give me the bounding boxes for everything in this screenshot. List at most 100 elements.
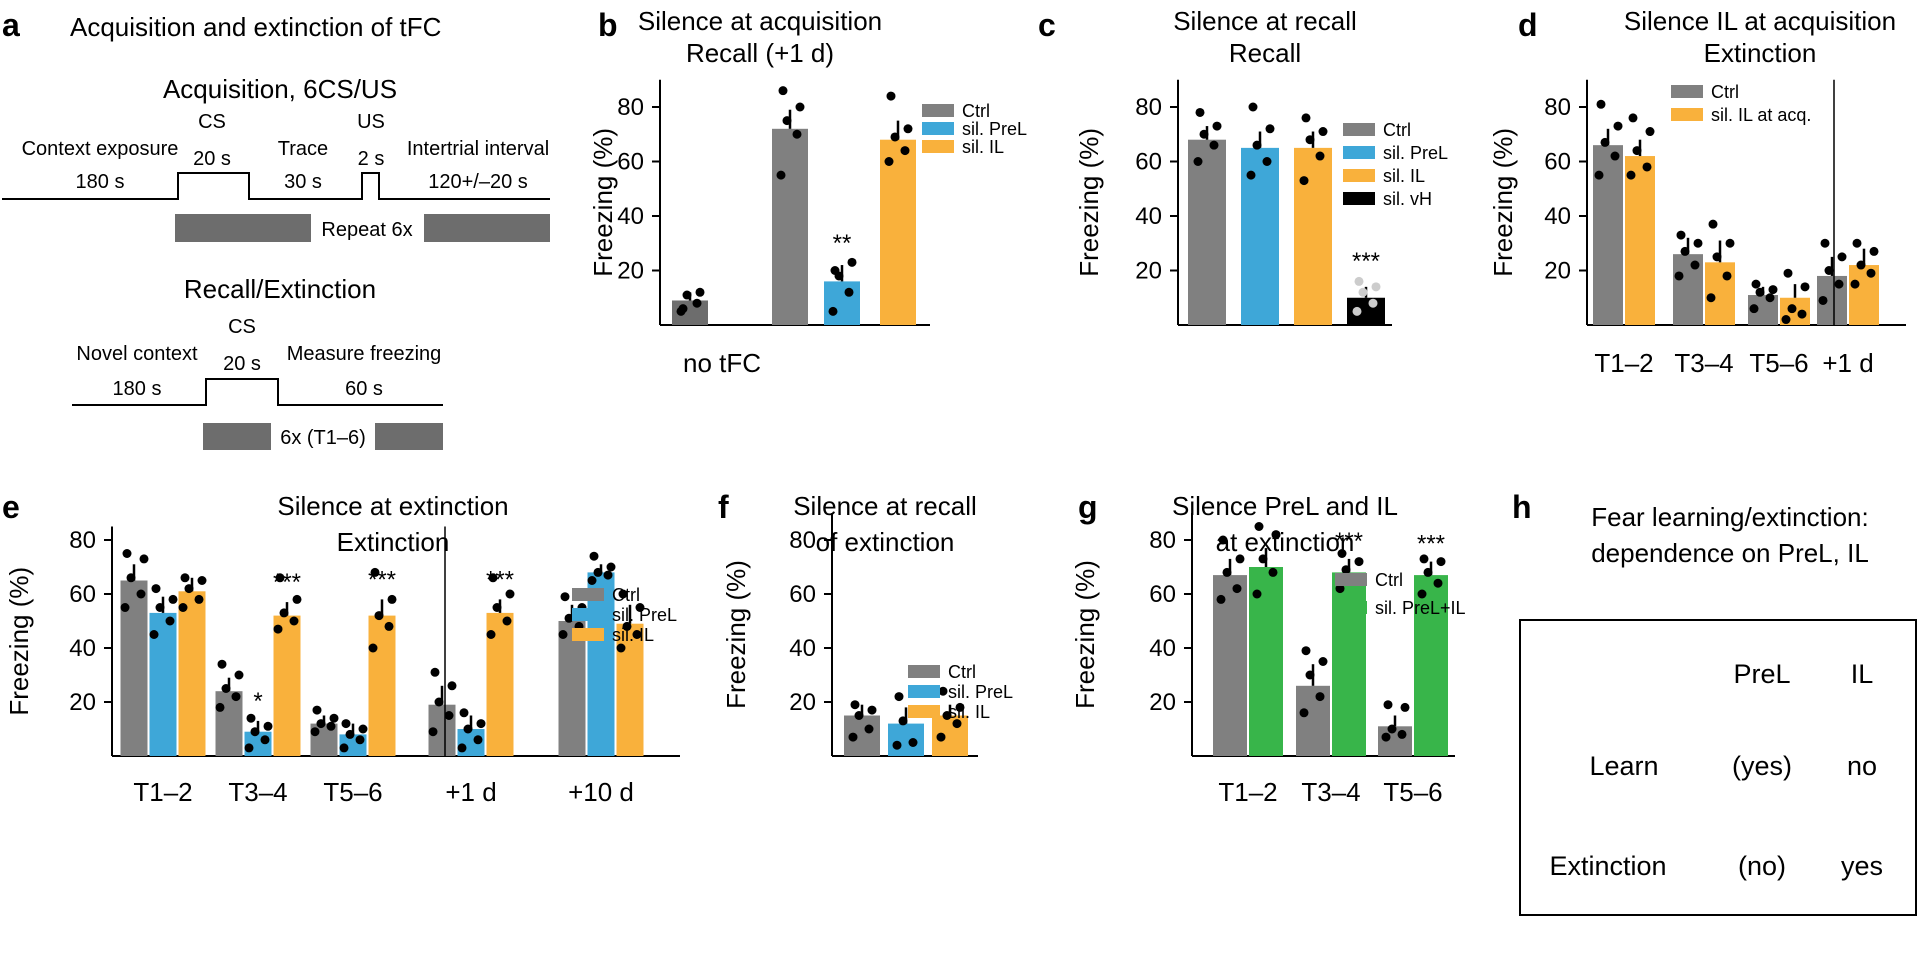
data-point xyxy=(1613,121,1623,131)
data-point xyxy=(795,102,805,112)
data-point xyxy=(1852,238,1862,248)
data-point xyxy=(593,567,603,577)
category-label: T1–2 xyxy=(1218,777,1277,807)
data-point xyxy=(1676,230,1686,240)
data-point xyxy=(1781,315,1791,325)
data-point xyxy=(1318,657,1328,666)
panel-g: 20 40 60 80 Freezing (%) Silence PreL and IL a… xyxy=(1070,491,1466,807)
acq-iti-label: Intertrial interval xyxy=(407,138,549,160)
data-point xyxy=(1352,306,1362,316)
panel-a: a Acquisition and extinction of tFC Acqu… xyxy=(2,7,550,450)
data-point xyxy=(892,740,902,750)
data-point xyxy=(1712,252,1722,262)
data-point xyxy=(312,705,322,715)
y-tick-label: 60 xyxy=(1149,581,1176,608)
chart-title-line: of extinction xyxy=(816,527,955,557)
data-point xyxy=(1768,285,1778,295)
category-label: T5–6 xyxy=(1749,348,1808,378)
data-point xyxy=(1268,567,1278,577)
data-point xyxy=(848,732,858,742)
bar xyxy=(1188,139,1226,325)
table-learn-prel: (yes) xyxy=(1732,751,1792,781)
data-point xyxy=(1797,309,1807,319)
bar xyxy=(215,691,243,756)
data-point xyxy=(1315,151,1325,161)
chart-title-line: Silence at extinction xyxy=(277,491,508,521)
data-point xyxy=(197,576,207,585)
data-point xyxy=(635,603,645,612)
table-col-il: IL xyxy=(1851,659,1874,689)
data-point xyxy=(903,124,913,134)
table-ext-prel: (no) xyxy=(1738,851,1786,881)
rec-novel-time: 180 s xyxy=(113,378,162,400)
y-tick-label: 60 xyxy=(617,149,644,176)
bar xyxy=(178,591,206,756)
legend-label: sil. PreL+IL xyxy=(1375,598,1466,618)
y-tick-label: 20 xyxy=(69,689,96,716)
data-point xyxy=(1433,578,1443,588)
data-point xyxy=(1354,276,1364,286)
rec-measure-label: Measure freezing xyxy=(287,343,442,365)
bar xyxy=(1249,567,1283,756)
data-point xyxy=(1216,594,1226,604)
data-point xyxy=(316,719,326,729)
data-point xyxy=(908,738,918,747)
data-point xyxy=(632,630,642,639)
data-point xyxy=(279,608,289,618)
data-point xyxy=(1869,246,1879,256)
data-point xyxy=(151,584,161,594)
data-point xyxy=(695,287,705,297)
data-point xyxy=(221,684,231,693)
data-point xyxy=(1800,282,1810,292)
y-tick-label: 40 xyxy=(617,203,644,230)
data-point xyxy=(1755,287,1765,297)
data-point xyxy=(384,621,394,631)
data-point xyxy=(387,594,397,604)
data-point xyxy=(1645,127,1655,137)
data-point xyxy=(894,692,904,702)
y-tick-label: 40 xyxy=(1149,635,1176,662)
legend-swatch xyxy=(922,104,954,117)
data-point xyxy=(1423,567,1433,577)
data-point xyxy=(589,551,599,561)
y-tick-label: 20 xyxy=(1149,689,1176,716)
data-point xyxy=(830,266,840,275)
data-point xyxy=(850,700,860,710)
bar xyxy=(772,128,808,325)
data-point xyxy=(587,576,597,585)
data-point xyxy=(1354,557,1364,567)
legend-label: sil. IL xyxy=(962,137,1004,157)
rec-repeat-label: 6x (T1–6) xyxy=(280,427,366,449)
y-axis-label: Freezing (%) xyxy=(721,560,751,709)
data-point xyxy=(900,146,910,156)
summary-table-box xyxy=(1519,619,1917,916)
data-point xyxy=(244,743,254,753)
data-point xyxy=(463,724,473,734)
legend-swatch xyxy=(922,140,954,153)
data-point xyxy=(473,735,483,745)
category-label: T1–2 xyxy=(1594,348,1653,378)
data-point xyxy=(1383,700,1393,710)
data-point xyxy=(1628,113,1638,123)
chart-title-line: Silence at recall xyxy=(793,491,977,521)
data-point xyxy=(1824,266,1834,275)
y-tick-label: 80 xyxy=(789,527,816,554)
data-point xyxy=(1246,170,1256,180)
data-point xyxy=(184,584,194,594)
data-point xyxy=(1856,260,1866,270)
data-point xyxy=(782,116,792,126)
rec-timeline xyxy=(72,378,443,406)
data-point xyxy=(430,667,440,677)
legend-label: sil. PreL xyxy=(962,119,1027,139)
data-point xyxy=(476,719,486,729)
data-point xyxy=(180,573,190,583)
data-point xyxy=(1358,287,1368,297)
acq-context-time: 180 s xyxy=(76,171,125,193)
y-tick-label: 40 xyxy=(789,635,816,662)
data-point xyxy=(1749,304,1759,314)
data-point xyxy=(1765,293,1775,303)
data-point xyxy=(1419,554,1429,564)
bar xyxy=(1625,156,1655,325)
legend-label: Ctrl xyxy=(1375,570,1403,590)
data-point xyxy=(1265,124,1275,134)
